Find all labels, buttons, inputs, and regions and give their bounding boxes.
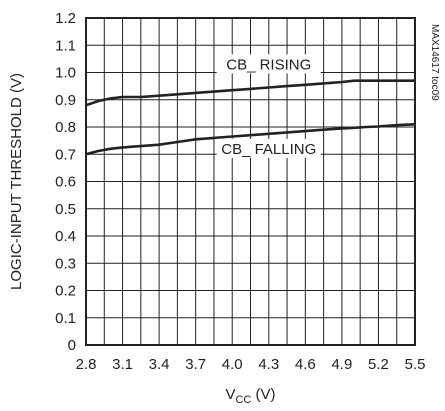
- y-tick-label: 0.4: [55, 228, 76, 245]
- x-axis-title-unit: (V): [251, 386, 275, 403]
- y-tick-label: 0.7: [55, 146, 76, 163]
- tick-labels: 0 0.1 0.2 0.3 0.4 0.5 0.6 0.7 0.8 0.9 1.0 1.1 1.2 2.8…: [55, 10, 425, 373]
- y-tick-label: 0.8: [55, 119, 76, 136]
- x-axis-title: VCC (V): [225, 386, 275, 406]
- x-tick-label: 5.2: [368, 356, 389, 373]
- x-tick-label: 4.6: [295, 356, 316, 373]
- series-label-background: [216, 54, 321, 74]
- y-axis-title: LOGIC-INPUT THRESHOLD (V): [8, 73, 25, 290]
- y-tick-label: 0: [68, 337, 76, 354]
- y-tick-label: 0.2: [55, 283, 76, 300]
- y-tick-label: 0.1: [55, 310, 76, 327]
- x-tick-label: 5.5: [405, 356, 426, 373]
- x-tick-label: 3.4: [149, 356, 170, 373]
- series-label-cb-rising: CB_ RISING: [226, 56, 311, 73]
- y-tick-label: 0.3: [55, 255, 76, 272]
- series-labels: CB_ RISING CB_ FALLING: [216, 54, 321, 158]
- series-label-background: [216, 138, 321, 158]
- plot-frame: [85, 17, 416, 346]
- x-tick-label: 3.7: [185, 356, 206, 373]
- x-tick-label: 4.9: [331, 356, 352, 373]
- series-line-cb-falling: [85, 123, 416, 156]
- y-tick-label: 1.1: [55, 37, 76, 54]
- y-tick-label: 1.0: [55, 65, 76, 82]
- x-tick-label: 3.1: [112, 356, 133, 373]
- x-tick-label: 2.8: [76, 356, 97, 373]
- y-tick-label: 1.2: [55, 10, 76, 27]
- series-lines: [85, 79, 416, 156]
- y-tick-label: 0.5: [55, 201, 76, 218]
- x-axis-title-subscript: CC: [235, 394, 251, 406]
- series-label-cb-falling: CB_ FALLING: [221, 141, 316, 158]
- x-axis-title-main: V: [225, 386, 235, 403]
- x-tick-label: 4.3: [258, 356, 279, 373]
- series-line-cb-rising: [85, 79, 415, 107]
- x-tick-label: 4.0: [222, 356, 243, 373]
- watermark-label: MAX14617 toc09: [429, 24, 440, 101]
- y-tick-label: 0.9: [55, 92, 76, 109]
- y-tick-label: 0.6: [55, 174, 76, 191]
